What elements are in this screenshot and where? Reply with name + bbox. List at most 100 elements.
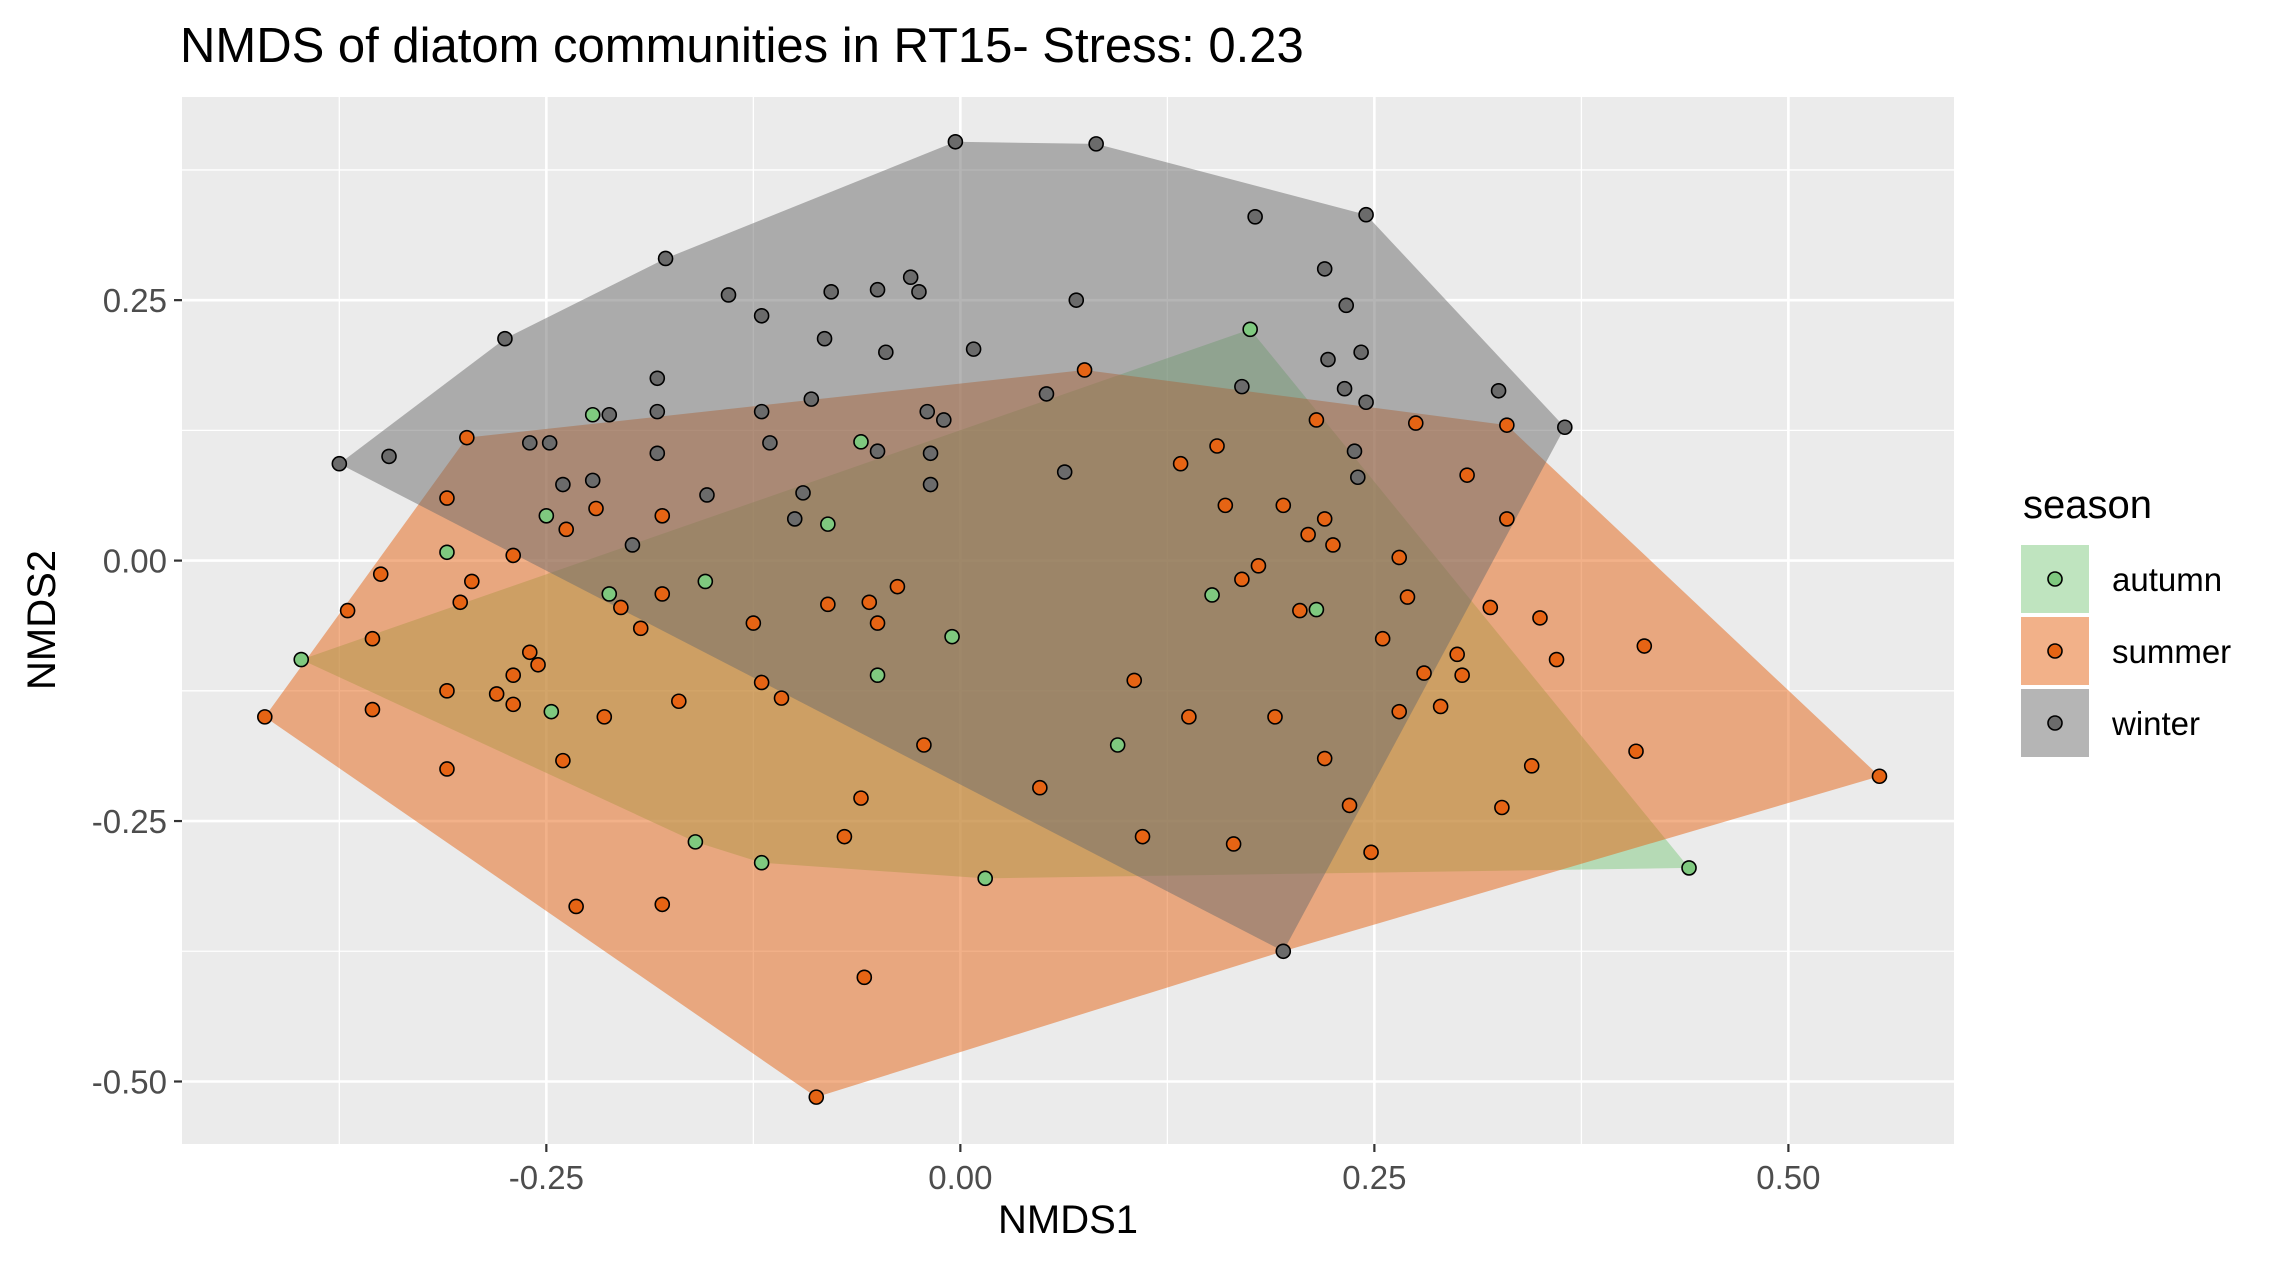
summer-point [654, 586, 671, 602]
winter-point [1490, 382, 1507, 399]
summer-point [1499, 417, 1515, 433]
summer-point [459, 429, 475, 446]
winter-point [381, 448, 397, 465]
summer-point [1292, 602, 1308, 619]
winter-point [521, 435, 538, 451]
y-tick-label: -0.25 [92, 803, 167, 840]
legend: season autumn summer winter [2021, 483, 2231, 757]
summer-point [558, 521, 575, 538]
summer-point [372, 566, 389, 582]
autumn-point [1109, 737, 1126, 753]
summer-point [521, 644, 538, 661]
winter-point [1275, 943, 1292, 960]
summer-point [1217, 497, 1234, 514]
x-axis: -0.25 0.00 0.25 0.50 [509, 1144, 1821, 1196]
summer-point [1209, 438, 1225, 454]
summer-point [1523, 758, 1540, 774]
summer-point [439, 683, 455, 699]
autumn-point [753, 854, 770, 871]
autumn-point [601, 586, 618, 602]
summer-point [505, 547, 522, 564]
hull-layer [264, 141, 1880, 1098]
summer-point [861, 594, 878, 611]
summer-point [654, 896, 671, 913]
winter-point [795, 485, 811, 501]
points-layer [257, 133, 1888, 1105]
winter-point [555, 476, 571, 493]
winter-point [1234, 378, 1250, 395]
summer-point [452, 594, 469, 611]
winter-point [922, 476, 939, 493]
autumn-point [820, 516, 836, 532]
summer-point [1308, 412, 1325, 428]
summer-point [1325, 537, 1341, 553]
summer-point [856, 969, 873, 986]
winter-point [869, 443, 886, 460]
autumn-point [584, 406, 601, 423]
legend-label-winter: winter [2111, 705, 2200, 742]
summer-point [1532, 610, 1548, 626]
summer-point [1416, 665, 1432, 681]
x-tick-label: 0.50 [1756, 1159, 1820, 1196]
summer-point [916, 737, 932, 753]
summer-point [1636, 638, 1653, 654]
winter-point [935, 412, 952, 428]
summer-point [671, 693, 687, 710]
summer-point [1391, 703, 1408, 720]
winter-point [1358, 394, 1374, 411]
summer-point [530, 656, 546, 673]
winter-point [649, 445, 666, 462]
summer-point [439, 490, 455, 506]
winter-point [497, 330, 513, 347]
x-tick-label: 0.00 [928, 1159, 992, 1196]
autumn-point [538, 507, 555, 524]
summer-point [632, 620, 649, 637]
summer-point [588, 500, 604, 517]
winter-point [584, 472, 601, 489]
autumn-point [697, 573, 714, 590]
summer-point [1628, 743, 1644, 760]
winter-point [1247, 209, 1263, 225]
summer-point [613, 599, 629, 616]
winter-point [1358, 206, 1374, 223]
autumn-point [439, 544, 455, 561]
summer-point [555, 752, 571, 769]
summer-point [853, 790, 869, 806]
winter-point [947, 133, 964, 150]
summer-point [568, 898, 584, 915]
winter-point [786, 511, 803, 527]
winter-hull [339, 141, 1565, 952]
summer-point [1454, 667, 1470, 683]
summer-point [1399, 589, 1416, 605]
summer-point [1126, 672, 1143, 689]
winter-point [1316, 261, 1333, 277]
summer-point [1363, 844, 1379, 861]
legend-label-summer: summer [2112, 633, 2231, 670]
summer-point [654, 507, 671, 524]
winter-point [1346, 443, 1363, 460]
winter-point [649, 403, 666, 420]
summer-point [1032, 779, 1048, 796]
summer-point [488, 686, 505, 702]
winter-point [919, 403, 936, 420]
autumn-point [1308, 601, 1325, 618]
summer-point [1871, 768, 1888, 785]
winter-point [922, 445, 939, 462]
summer-point [596, 709, 613, 725]
autumn-point [977, 870, 993, 887]
legend-symbol-summer [2047, 643, 2063, 659]
winter-point [902, 269, 919, 286]
summer-point [889, 578, 906, 595]
autumn-point [687, 834, 704, 850]
summer-point [1341, 797, 1358, 814]
summer-point [1548, 651, 1565, 668]
summer-point [773, 690, 790, 706]
winter-point [1557, 419, 1573, 436]
summer-point [1459, 467, 1475, 483]
summer-point [257, 709, 273, 725]
chart-title: NMDS of diatom communities in RT15- Stre… [180, 19, 1304, 73]
winter-point [869, 281, 886, 298]
x-tick-label: -0.25 [509, 1159, 584, 1196]
autumn-point [869, 667, 886, 683]
autumn-point [293, 651, 310, 668]
